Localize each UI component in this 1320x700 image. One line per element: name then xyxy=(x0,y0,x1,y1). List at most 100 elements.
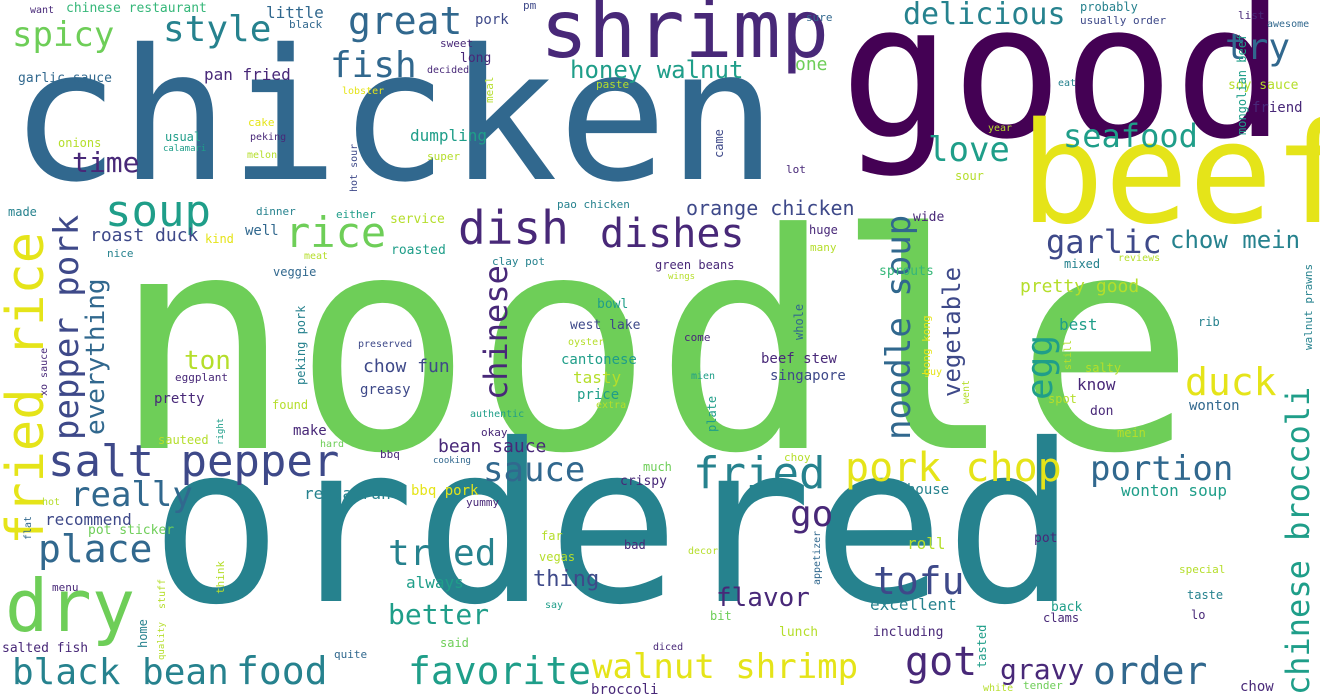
word-cake: cake xyxy=(248,116,275,129)
word-great: great xyxy=(348,0,463,43)
word-yummy: yummy xyxy=(466,496,500,509)
word-walnut-prawns: walnut prawns xyxy=(1302,263,1315,350)
word-preserved: preserved xyxy=(358,339,413,350)
word-bbq: bbq xyxy=(380,448,400,461)
word-many: many xyxy=(810,241,837,254)
word-pork-chop: pork chop xyxy=(845,445,1062,491)
word-plate: plate xyxy=(705,395,719,432)
word-rib: rib xyxy=(1198,315,1220,329)
word-sure: sure xyxy=(806,11,833,24)
word-decided: decided xyxy=(427,65,470,76)
word-said: said xyxy=(440,636,469,650)
word-back: back xyxy=(1051,600,1083,615)
word-gravy: gravy xyxy=(1000,653,1085,686)
word-favorite: favorite xyxy=(408,649,592,693)
word-much: much xyxy=(643,460,672,474)
word-bad: bad xyxy=(624,538,646,552)
word-list: list xyxy=(1238,9,1265,22)
word-authentic: authentic xyxy=(470,409,525,420)
word-reviews: reviews xyxy=(1118,253,1161,264)
word-mein: mein xyxy=(1117,426,1146,440)
word-came: came xyxy=(712,129,726,158)
word-meal: meal xyxy=(483,76,496,104)
word-service: service xyxy=(390,212,445,227)
word-probably: probably xyxy=(1080,0,1138,14)
word-sauce: sauce xyxy=(483,450,586,490)
word-wings: wings xyxy=(668,272,696,282)
word-super: super xyxy=(427,150,461,163)
word-singapore: singapore xyxy=(770,368,846,384)
word-dishes: dishes xyxy=(600,211,745,257)
word-chow-fun: chow fun xyxy=(363,356,450,377)
word-whole: whole xyxy=(792,303,806,340)
word-beef: beef xyxy=(1020,93,1320,256)
word-think: think xyxy=(214,560,227,594)
word-black: black xyxy=(289,18,323,31)
word-tasted: tasted xyxy=(975,624,989,668)
word-tried: tried xyxy=(388,533,497,574)
word-meat: meat xyxy=(304,251,329,262)
word-xo-sauce: xo sauce xyxy=(39,347,50,396)
word-choy: choy xyxy=(784,451,811,464)
word-diced: diced xyxy=(653,642,684,653)
word-stuff: stuff xyxy=(157,578,168,609)
word-wonton-soup: wonton soup xyxy=(1121,481,1227,500)
word-melon: melon xyxy=(247,150,278,161)
word-soup: soup xyxy=(105,186,211,237)
word-west-lake: west lake xyxy=(570,318,641,333)
word-hot: hot xyxy=(42,497,61,508)
word-bowl: bowl xyxy=(597,297,629,312)
word-mien: mien xyxy=(691,371,716,382)
word-right: right xyxy=(216,417,226,445)
word-clay-pot: clay pot xyxy=(492,255,545,268)
word-good: good xyxy=(840,0,1286,180)
word-pm: pm xyxy=(523,0,537,12)
word-nice: nice xyxy=(107,247,134,260)
word-portion: portion xyxy=(1090,449,1234,489)
word-year: year xyxy=(988,123,1013,134)
word-fish: fish xyxy=(330,45,417,86)
word-honey-walnut: honey walnut xyxy=(570,56,744,84)
word-walnut-shrimp: walnut shrimp xyxy=(592,647,859,687)
word-chow-mein: chow mein xyxy=(1170,226,1301,254)
word-tasty: tasty xyxy=(573,368,622,387)
word-eat: eat xyxy=(1058,78,1077,89)
word-decor: decor xyxy=(688,546,719,557)
word-fried: fried xyxy=(693,448,826,499)
word-come: come xyxy=(684,331,711,344)
word-beef-stew: beef stew xyxy=(761,351,837,367)
word-restaurant: restaurant xyxy=(304,484,401,503)
word-love: love xyxy=(928,130,1010,170)
word-everything: everything xyxy=(81,278,111,435)
word-pepper-pork: pepper pork xyxy=(47,214,87,440)
word-quality: quality xyxy=(157,622,167,660)
word-either: either xyxy=(336,208,376,221)
word-spot: spot xyxy=(1048,392,1077,406)
word-vegetable: vegetable xyxy=(938,266,966,397)
word-lot: lot xyxy=(786,163,806,176)
word-huge: huge xyxy=(809,223,838,237)
word-guy: guy xyxy=(924,367,943,378)
word-pretty: pretty xyxy=(154,391,205,407)
word-say: say xyxy=(545,600,564,611)
word-tender: tender xyxy=(1023,679,1063,692)
word-always: always xyxy=(406,573,464,592)
word-pretty-good: pretty good xyxy=(1020,276,1140,297)
word-dinner: dinner xyxy=(256,205,296,218)
word-price: price xyxy=(577,387,620,403)
word-went: went xyxy=(961,379,972,404)
word-really: really xyxy=(70,475,193,515)
word-go: go xyxy=(790,494,834,535)
word-salty: salty xyxy=(1085,361,1122,375)
word-cooking: cooking xyxy=(433,456,471,466)
word-got: got xyxy=(905,639,978,685)
word-broccoli: broccoli xyxy=(591,682,659,698)
word-extra: extra xyxy=(596,400,627,411)
word-pot: pot xyxy=(1034,531,1058,546)
word-excellent: excellent xyxy=(870,595,957,614)
word-pot-sticker: pot sticker xyxy=(88,523,175,538)
word-recommend: recommend xyxy=(45,510,132,529)
word-calamari: calamari xyxy=(163,144,207,154)
word-noodle: noodle xyxy=(112,170,1196,519)
